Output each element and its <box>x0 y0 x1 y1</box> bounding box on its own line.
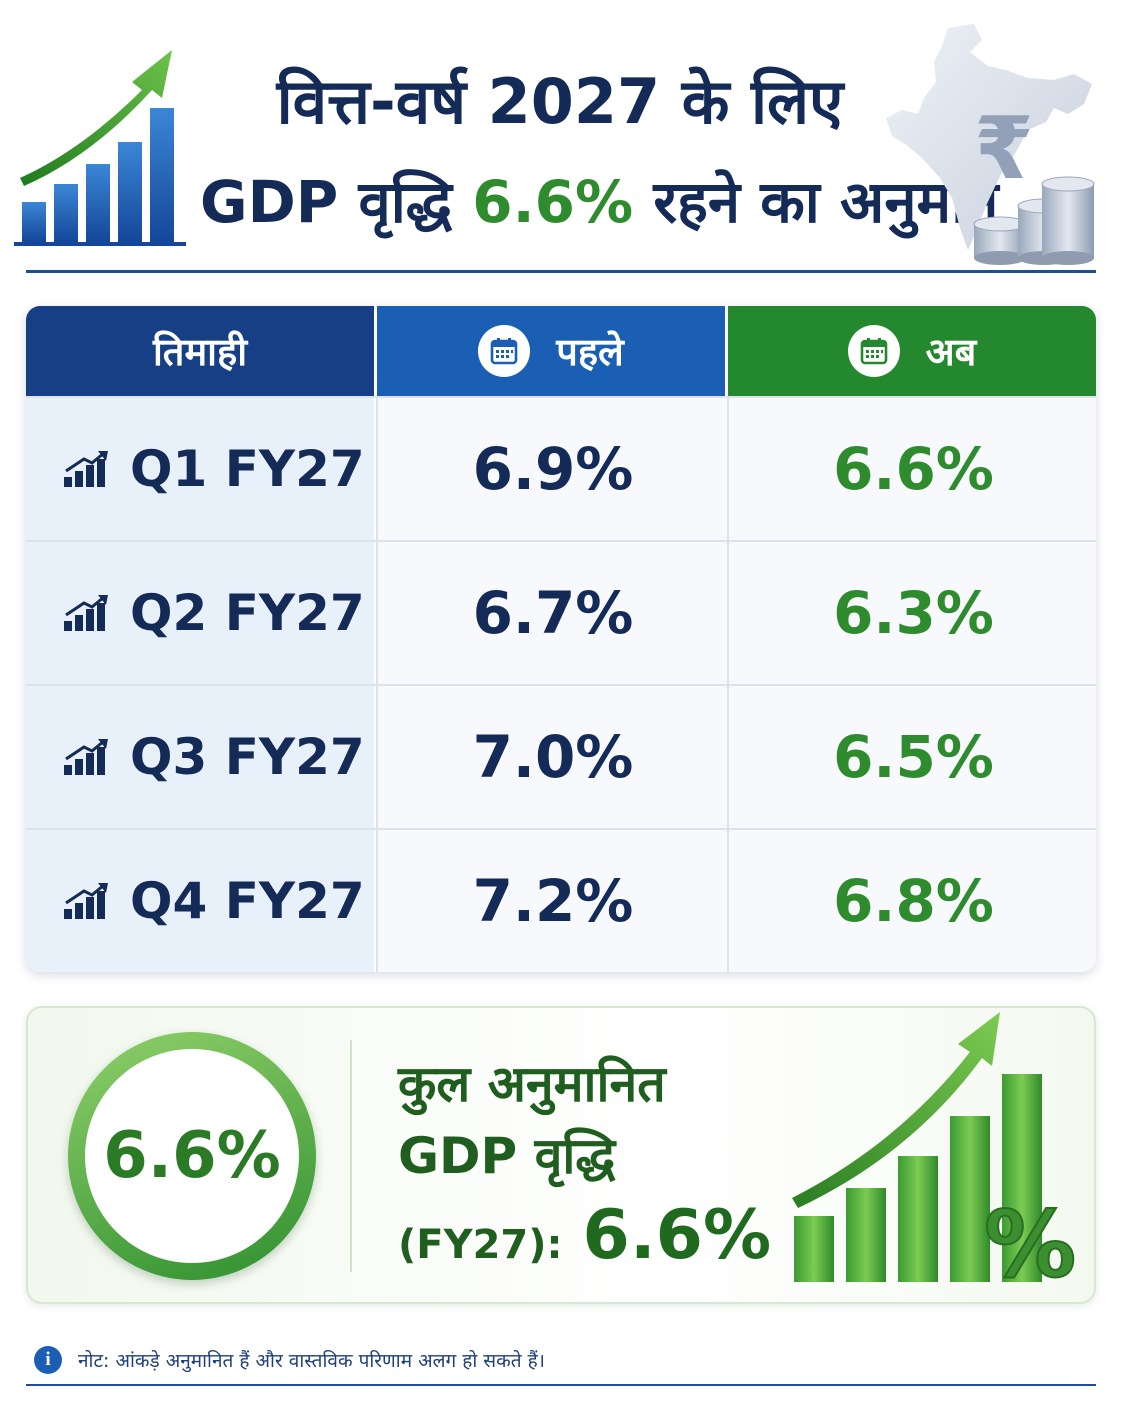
before-value: 6.7% <box>376 542 728 684</box>
page-subtitle: GDP वृद्धि 6.6% रहने का अनुमान <box>200 160 998 239</box>
quarter-cell: Q1 FY27 <box>26 398 374 540</box>
column-header-quarter-label: तिमाही <box>152 330 248 374</box>
growth-chart-icon <box>12 40 192 254</box>
india-map-icon: ₹ <box>878 18 1114 274</box>
summary-period-label: (FY27): <box>398 1222 563 1268</box>
coin-stack-icon <box>973 176 1095 265</box>
subtitle-prefix: GDP वृद्धि <box>200 168 453 236</box>
quarter-cell: Q2 FY27 <box>26 542 374 684</box>
bar-chart-icon <box>62 737 110 777</box>
table-row: Q4 FY27 7.2% 6.8% <box>26 828 1096 972</box>
column-header-before-label: पहले <box>556 330 624 374</box>
bar-chart-icon <box>62 881 110 921</box>
column-header-after-label: अब <box>925 330 977 374</box>
header-divider <box>26 270 1096 273</box>
footer-divider <box>26 1384 1096 1386</box>
table-row: Q1 FY27 6.9% 6.6% <box>26 396 1096 540</box>
bar-chart-icon <box>62 449 110 489</box>
quarter-label: Q3 FY27 <box>130 728 365 786</box>
before-value: 7.2% <box>376 830 728 972</box>
after-value: 6.6% <box>727 398 1096 540</box>
summary-divider <box>350 1040 352 1272</box>
growth-bars-percent-icon: % <box>788 994 1088 1299</box>
quarter-cell: Q3 FY27 <box>26 686 374 828</box>
after-value: 6.5% <box>727 686 1096 828</box>
before-value: 7.0% <box>376 686 728 828</box>
before-value: 6.9% <box>376 398 728 540</box>
rupee-icon: ₹ <box>974 99 1034 199</box>
page-title: वित्त-वर्ष 2027 के लिए <box>276 65 844 138</box>
footnote-text: नोट: आंकड़े अनुमानित हैं और वास्तविक परि… <box>78 1350 545 1372</box>
after-value: 6.3% <box>727 542 1096 684</box>
column-header-after: अब <box>728 306 1096 396</box>
summary-line1: कुल अनुमानित <box>398 1055 666 1113</box>
footnote: i नोट: आंकड़े अनुमानित हैं और वास्तविक प… <box>34 1346 545 1374</box>
bar-chart-icon <box>62 593 110 633</box>
quarter-label: Q1 FY27 <box>130 440 365 498</box>
calendar-icon <box>847 325 900 377</box>
after-value: 6.8% <box>727 830 1096 972</box>
info-icon: i <box>34 1346 62 1374</box>
svg-text:₹: ₹ <box>974 99 1034 199</box>
ring-value: 6.6% <box>85 1049 299 1263</box>
column-header-before: पहले <box>377 306 725 396</box>
quarter-label: Q2 FY27 <box>130 584 365 642</box>
forecast-table: तिमाही पहले <box>26 306 1096 972</box>
svg-text:%: % <box>984 1191 1076 1294</box>
header: वित्त-वर्ष 2027 के लिए GDP वृद्धि 6.6% र… <box>0 0 1122 274</box>
quarter-cell: Q4 FY27 <box>26 830 374 972</box>
summary-line2: GDP वृद्धि <box>398 1127 616 1185</box>
table-row: Q2 FY27 6.7% 6.3% <box>26 540 1096 684</box>
summary-total-value: 6.6% <box>582 1196 772 1275</box>
summary-card: 6.6% कुल अनुमानित GDP वृद्धि (FY27): 6.6… <box>26 1006 1096 1304</box>
summary-line3: (FY27): 6.6% <box>398 1196 771 1275</box>
subtitle-value: 6.6% <box>472 168 634 236</box>
quarter-label: Q4 FY27 <box>130 872 365 930</box>
column-header-quarter: तिमाही <box>26 306 374 396</box>
summary-ring: 6.6% <box>68 1032 316 1280</box>
calendar-icon <box>478 325 531 377</box>
table-row: Q3 FY27 7.0% 6.5% <box>26 684 1096 828</box>
table-header: तिमाही पहले <box>26 306 1096 396</box>
